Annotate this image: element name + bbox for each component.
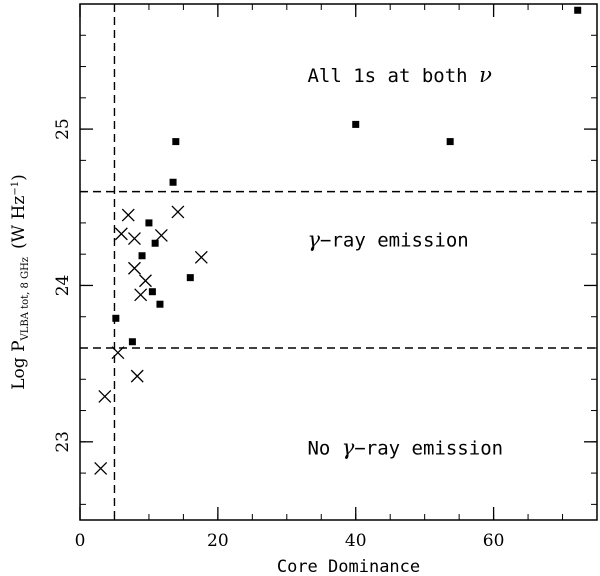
- y-tick-label: 25: [53, 118, 73, 140]
- reference-lines: [80, 4, 597, 520]
- annotation-text: −ray emission: [320, 229, 469, 251]
- region-annotation: No γ−ray emission: [307, 435, 503, 459]
- square-marker: [186, 274, 194, 282]
- x-tick-label: 60: [483, 531, 505, 551]
- tick-labels: 0 20 40 60 23 24 25: [53, 118, 504, 551]
- plot-frame: [79, 3, 598, 521]
- cross-marker: [194, 250, 208, 264]
- region-annotation: γ−ray emission: [307, 227, 468, 251]
- cross-marker: [139, 274, 152, 288]
- square-marker: [156, 300, 164, 308]
- square-marker: [352, 120, 360, 128]
- square-marker: [151, 239, 159, 247]
- cross-marker: [127, 232, 141, 246]
- y-tick-label: 24: [53, 275, 73, 297]
- cross-marker: [111, 346, 125, 360]
- square-marker: [148, 288, 156, 296]
- annotation-text: No: [307, 437, 341, 459]
- annotation-text: −ray emission: [354, 437, 503, 459]
- cross-marker: [98, 390, 112, 403]
- y-axis-label-units-end: ): [9, 174, 29, 181]
- x-tick-label: 20: [207, 531, 229, 551]
- region-annotation: All 1s at both ν: [307, 63, 492, 87]
- annotation-symbol: γ: [342, 435, 355, 459]
- cross-marker: [134, 288, 148, 302]
- y-axis-label-units: (W Hz: [9, 196, 29, 249]
- cross-marker: [127, 261, 141, 275]
- y-axis-label-units-sup: −1: [10, 181, 21, 196]
- cross-marker: [154, 228, 168, 242]
- y-axis-label-subscript: VLBA tot, 8 GHz: [20, 257, 31, 342]
- y-axis-label: Log PVLBA tot, 8 GHz (W Hz−1): [9, 174, 31, 389]
- square-marker: [128, 338, 136, 346]
- annotation-text: All 1s at both: [307, 65, 479, 87]
- y-tick-label: 23: [53, 431, 73, 453]
- square-marker: [138, 252, 146, 260]
- cross-marker: [171, 205, 185, 219]
- square-marker: [574, 6, 582, 14]
- cross-marker: [121, 208, 135, 222]
- cross-marker: [130, 369, 144, 383]
- square-marker: [169, 178, 177, 186]
- square-marker: [145, 219, 153, 227]
- x-tick-label: 40: [345, 531, 367, 551]
- square-marker: [446, 138, 454, 146]
- cross-marker: [114, 227, 128, 241]
- data-points: [94, 6, 582, 475]
- square-marker: [112, 314, 120, 322]
- x-tick-label: 0: [75, 531, 86, 551]
- x-axis-label: Core Dominance: [277, 557, 420, 576]
- square-marker: [172, 138, 180, 146]
- y-axis-label-prefix: Log P: [9, 340, 29, 389]
- annotation-symbol: ν: [479, 63, 492, 87]
- annotation-symbol: γ: [307, 227, 320, 251]
- major-ticks: [79, 4, 597, 520]
- cross-marker: [94, 461, 108, 475]
